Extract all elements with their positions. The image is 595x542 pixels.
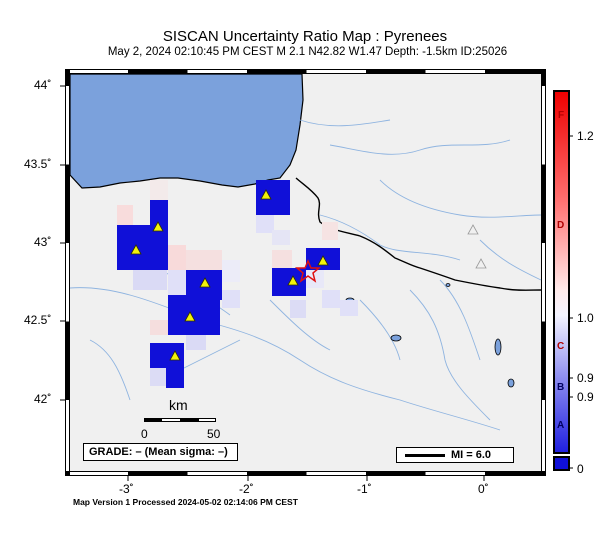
axis-ticks [60, 85, 485, 481]
colorbar-label-0-9b: 0.9 [577, 390, 594, 404]
frame-tick-segment [306, 70, 366, 73]
uncertainty-cell [150, 320, 168, 335]
uncertainty-cell [150, 368, 166, 386]
grade-box: GRADE: – (Mean sigma: –) [83, 443, 238, 461]
colorbar-grade-a: A [557, 420, 565, 431]
station-triangle [199, 277, 211, 288]
uncertainty-cell [290, 300, 306, 318]
lakes [345, 283, 515, 388]
lon-label-0: 0˚ [478, 482, 489, 496]
uncertainty-cell [322, 290, 340, 308]
lat-label-43-5: 43.5˚ [24, 157, 52, 171]
bay-of-biscay [69, 73, 304, 189]
uncertainty-cell [340, 300, 358, 316]
uncertainty-cell [272, 250, 292, 268]
map-title: SISCAN Uncertainty Ratio Map : Pyrenees [162, 28, 448, 45]
frame-tick-segment [425, 472, 485, 475]
uncertainty-cell [150, 225, 168, 270]
uncertainty-cell [272, 230, 290, 245]
grade-text: GRADE: – (Mean sigma: –) [89, 446, 228, 458]
uncertainty-cell [133, 270, 167, 290]
frame-tick-segment [66, 243, 69, 322]
uncertainty-cell [222, 290, 240, 308]
colorbar-ticks [568, 135, 573, 469]
frame-tick-segment [542, 86, 545, 165]
uncertainty-cell [150, 200, 168, 225]
frame-tick-segment [70, 70, 128, 73]
mi-text: MI = 6.0 [451, 449, 492, 461]
colorbar-label-1-2: 1.2 [577, 129, 594, 143]
station-triangle [184, 311, 196, 322]
frame-tick-segment [66, 86, 69, 165]
uncertainty-cell [322, 222, 338, 240]
footer-version: Map Version 1 Processed 2024-05-02 02:14… [73, 497, 298, 507]
frame-tick-segment [425, 70, 485, 73]
scale-title: km [169, 397, 188, 413]
station-triangle [317, 255, 329, 266]
epicenter-star [294, 259, 322, 283]
uncertainty-cell [150, 343, 184, 368]
uncertainty-cell [117, 205, 133, 225]
event-subtitle: May 2, 2024 02:10:45 PM CEST M 2.1 N42.8… [107, 46, 508, 58]
reference-station-triangle [475, 258, 487, 269]
uncertainty-cells [117, 180, 358, 388]
frame-tick-segment [187, 70, 247, 73]
frame-tick-segment [187, 472, 247, 475]
colorbar-grade-f: F [558, 110, 565, 121]
lat-label-42-5: 42.5˚ [24, 313, 52, 327]
uncertainty-cell [256, 180, 290, 215]
uncertainty-cell [150, 180, 168, 200]
reference-station-triangle [467, 224, 479, 235]
frame-tick-segment [306, 472, 366, 475]
scale-max-label: 50 [207, 427, 221, 441]
lat-label-42: 42˚ [34, 392, 52, 406]
lat-label-43: 43˚ [34, 235, 52, 249]
lon-label-minus-2: -2˚ [239, 482, 254, 496]
rivers [69, 119, 542, 431]
reference-stations [467, 224, 487, 269]
station-triangle [260, 189, 272, 200]
uncertainty-cell [168, 245, 186, 270]
scale-bar [144, 418, 216, 422]
colorbar-grade-d: D [557, 220, 565, 231]
colorbar-grade-c: C [557, 341, 565, 352]
uncertainty-cell [186, 250, 222, 270]
frame-tick-segment [70, 472, 128, 475]
colorbar-label-0-9a: 0.9 [577, 371, 594, 385]
uncertainty-cell [168, 270, 186, 295]
lon-label-minus-1: -1˚ [357, 482, 372, 496]
uncertainty-cell [166, 368, 184, 388]
map-frame-ticks [66, 70, 545, 475]
frame-tick-segment [542, 400, 545, 471]
station-triangle [152, 221, 164, 232]
lat-label-44: 44˚ [34, 78, 52, 92]
uncertainty-cell [186, 335, 206, 350]
colorbar-grade-b: B [557, 382, 565, 393]
uncertainty-cell [168, 295, 220, 335]
colorbar-label-1-0: 1.0 [577, 311, 594, 325]
country-border [295, 177, 542, 291]
colorbar [555, 92, 568, 452]
mi-box: MI = 6.0 [396, 447, 514, 463]
station-triangle [287, 275, 299, 286]
colorbar-label-0: 0 [577, 462, 584, 476]
stations [130, 189, 329, 361]
station-triangle [169, 350, 181, 361]
uncertainty-cell [256, 215, 274, 233]
frame-tick-segment [66, 400, 69, 471]
lon-label-minus-3: -3˚ [119, 482, 134, 496]
uncertainty-cell [222, 260, 240, 282]
frame-tick-segment [542, 243, 545, 322]
mi-line [405, 454, 445, 457]
uncertainty-cell [117, 225, 151, 270]
scale-min-label: 0 [141, 427, 148, 441]
station-triangle [130, 244, 142, 255]
